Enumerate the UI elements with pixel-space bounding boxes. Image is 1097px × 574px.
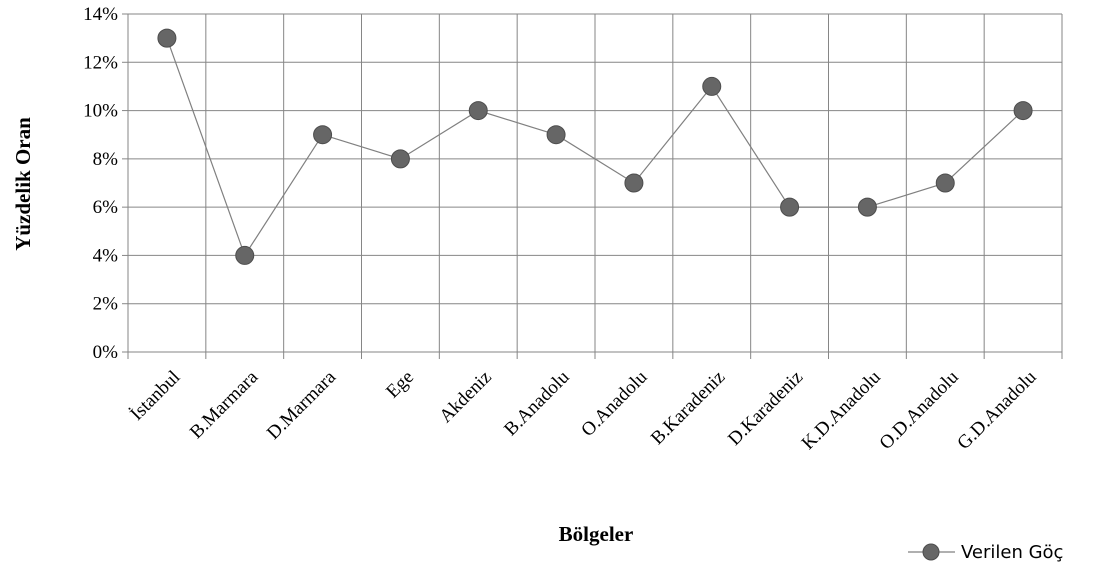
x-tick-label: B.Marmara (186, 366, 263, 443)
data-point-marker (624, 173, 644, 193)
y-tick-label: 0% (93, 342, 119, 363)
legend-label: Verilen Göç (961, 542, 1063, 563)
y-tick-label: 8% (93, 149, 119, 170)
data-point-marker (1013, 101, 1033, 121)
x-tick-label: B.Karadeniz (647, 367, 729, 449)
y-tick-label: 4% (93, 245, 119, 266)
x-tick-label: D.Marmara (263, 366, 341, 444)
y-tick-label: 6% (93, 197, 119, 218)
y-axis-tick-labels: 0% 2% 4% 6% 8% 10% 12% 14% (83, 4, 118, 363)
data-point-marker (780, 197, 800, 217)
data-point-marker (702, 76, 722, 96)
data-point-marker (235, 245, 255, 265)
y-tick-label: 10% (83, 101, 118, 122)
data-point-marker (857, 197, 877, 217)
series-verilen-goc (157, 28, 1033, 265)
x-tick-label: Ege (382, 367, 418, 403)
data-point-marker (390, 149, 410, 169)
y-tick-label: 12% (83, 52, 118, 73)
y-tick-label: 14% (83, 4, 118, 25)
x-axis-tick-labels: İstanbul B.Marmara D.Marmara Ege Akdeniz B.An… (126, 366, 1041, 454)
y-axis-title: Yüzdelik Oran (11, 117, 35, 251)
chart-gridlines (122, 13, 1063, 359)
data-point-marker (313, 125, 333, 145)
y-tick-label: 2% (93, 294, 119, 315)
data-point-marker (546, 125, 566, 145)
series-line (166, 37, 1024, 257)
legend-marker-swatch (922, 543, 940, 561)
x-tick-label: Akdeniz (435, 367, 495, 427)
legend: Verilen Göç (908, 542, 1063, 563)
data-point-marker (157, 28, 177, 48)
data-point-marker (468, 101, 488, 121)
x-tick-label: K.D.Anadolu (798, 366, 886, 454)
x-tick-label: O.Anadolu (577, 366, 652, 441)
x-tick-label: G.D.Anadolu (953, 366, 1041, 454)
x-tick-label: O.D.Anadolu (876, 366, 964, 454)
x-tick-label: D.Karadeniz (724, 367, 807, 450)
data-point-marker (935, 173, 955, 193)
x-tick-label: İstanbul (126, 367, 184, 425)
x-tick-label: B.Anadolu (500, 366, 574, 440)
x-axis-title: Bölgeler (559, 522, 634, 546)
